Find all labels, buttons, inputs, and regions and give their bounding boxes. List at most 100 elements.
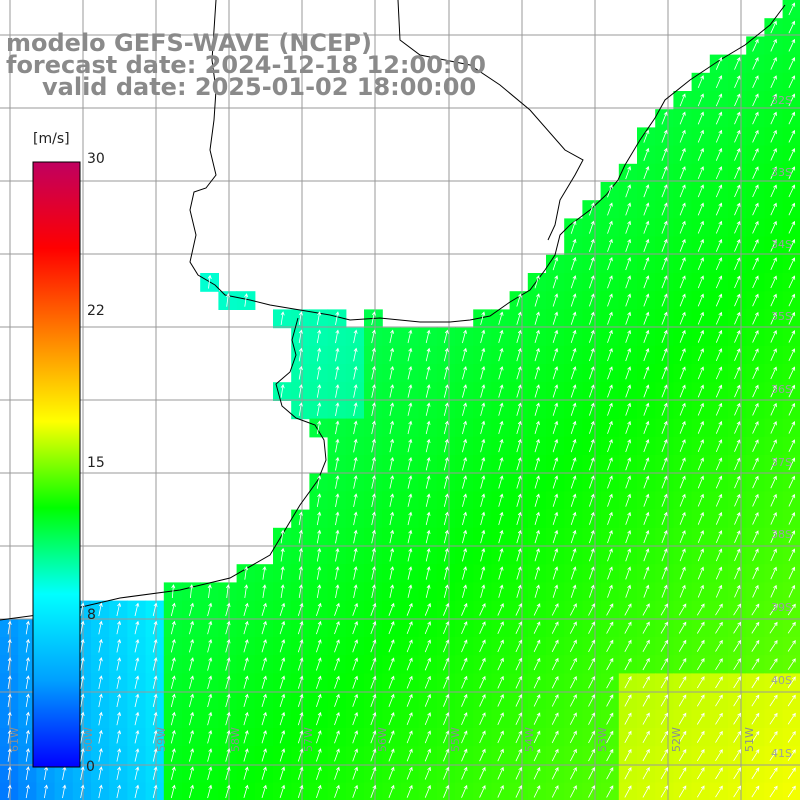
wind-vector-arrow	[734, 202, 741, 216]
wind-vector-arrow	[752, 457, 759, 471]
wind-vector-arrow	[534, 366, 540, 380]
wind-vector-arrow	[752, 548, 759, 562]
wind-vector-arrow	[661, 348, 668, 362]
wind-vector-arrow	[515, 621, 523, 634]
wind-vector-arrow	[207, 693, 213, 708]
wind-vector-arrow	[353, 584, 358, 598]
wind-vector-arrow	[207, 766, 213, 780]
wind-speed-cell	[564, 728, 583, 747]
wind-vector-arrow	[98, 766, 103, 780]
wind-vector-arrow	[370, 748, 377, 762]
wind-vector-arrow	[752, 202, 759, 216]
wind-vector-arrow	[715, 220, 723, 234]
wind-vector-arrow	[734, 475, 741, 489]
wind-vector-arrow	[752, 75, 759, 88]
wind-vector-arrow	[770, 166, 777, 179]
wind-vector-arrow	[334, 748, 340, 762]
wind-vector-arrow	[661, 457, 668, 471]
wind-vector-arrow	[98, 748, 103, 762]
wind-vector-arrow	[715, 639, 723, 652]
wind-vector-arrow	[497, 657, 504, 671]
wind-vector-arrow	[244, 584, 249, 598]
wind-vector-arrow	[570, 275, 577, 289]
wind-vector-arrow	[407, 475, 413, 489]
wind-vector-arrow	[497, 603, 504, 616]
wind-vector-arrow	[515, 694, 523, 707]
wind-vector-arrow	[770, 129, 777, 143]
wind-vector-arrow	[134, 729, 140, 744]
wind-speed-cell	[582, 618, 602, 638]
wind-vector-arrow	[533, 675, 541, 689]
wind-vector-arrow	[498, 311, 504, 325]
wind-vector-arrow	[589, 584, 595, 598]
wind-vector-arrow	[643, 147, 650, 161]
wind-vector-arrow	[625, 348, 632, 362]
wind-vector-arrow	[551, 712, 559, 725]
wind-vector-arrow	[607, 348, 613, 362]
wind-vector-arrow	[788, 348, 796, 361]
wind-vector-arrow	[715, 767, 723, 780]
wind-vector-arrow	[697, 420, 704, 434]
wind-vector-arrow	[480, 511, 486, 526]
wind-speed-cell	[709, 673, 729, 693]
wind-vector-arrow	[25, 638, 30, 653]
wind-vector-arrow	[316, 566, 322, 580]
wind-vector-arrow	[462, 584, 467, 598]
wind-vector-arrow	[352, 766, 359, 780]
wind-vector-arrow	[679, 566, 686, 580]
wind-speed-cell	[527, 691, 547, 711]
wind-vector-arrow	[643, 329, 650, 343]
wind-vector-arrow	[589, 566, 595, 580]
wind-speed-cell	[564, 637, 583, 656]
wind-vector-arrow	[461, 730, 468, 744]
lon-label: 51W	[743, 727, 756, 752]
wind-vector-arrow	[424, 784, 431, 798]
wind-vector-arrow	[625, 184, 632, 198]
wind-vector-arrow	[734, 75, 741, 88]
wind-vector-arrow	[352, 657, 359, 671]
wind-vector-arrow	[243, 711, 249, 726]
wind-vector-arrow	[589, 220, 595, 234]
wind-vector-arrow	[733, 658, 742, 671]
wind-speed-cell	[564, 709, 583, 729]
wind-vector-arrow	[752, 293, 759, 307]
wind-vector-arrow	[261, 748, 267, 762]
wind-vector-arrow	[788, 439, 796, 452]
wind-vector-arrow	[406, 730, 413, 744]
wind-vector-arrow	[480, 347, 486, 362]
wind-vector-arrow	[7, 693, 12, 708]
wind-vector-arrow	[243, 784, 249, 799]
wind-vector-arrow	[515, 712, 523, 725]
wind-vector-arrow	[479, 694, 486, 707]
wind-vector-arrow	[134, 748, 140, 762]
wind-vector-arrow	[679, 111, 686, 125]
wind-speed-cell	[691, 746, 711, 765]
wind-vector-arrow	[679, 366, 686, 380]
wind-vector-arrow	[589, 329, 595, 343]
wind-speed-cell	[564, 655, 583, 674]
wind-vector-arrow	[770, 421, 777, 434]
wind-vector-arrow	[625, 329, 632, 343]
wind-vector-arrow	[353, 475, 358, 489]
lon-label: 61W	[8, 727, 21, 752]
wind-vector-arrow	[697, 530, 704, 544]
wind-vector-arrow	[734, 275, 741, 289]
wind-vector-arrow	[770, 93, 777, 107]
wind-vector-arrow	[588, 657, 595, 671]
wind-speed-cell	[527, 764, 547, 784]
wind-vector-arrow	[769, 694, 778, 707]
wind-vector-arrow	[388, 675, 395, 689]
wind-vector-arrow	[715, 530, 723, 544]
wind-vector-arrow	[389, 402, 395, 416]
wind-vector-arrow	[788, 220, 796, 234]
wind-vector-arrow	[388, 639, 395, 653]
wind-vector-arrow	[189, 729, 194, 744]
wind-vector-arrow	[406, 621, 413, 635]
wind-vector-arrow	[752, 93, 759, 107]
wind-vector-arrow	[243, 730, 249, 744]
wind-vector-arrow	[297, 675, 304, 689]
wind-vector-arrow	[335, 529, 340, 544]
wind-vector-arrow	[407, 420, 413, 435]
wind-vector-arrow	[625, 420, 632, 434]
wind-vector-arrow	[316, 711, 322, 726]
